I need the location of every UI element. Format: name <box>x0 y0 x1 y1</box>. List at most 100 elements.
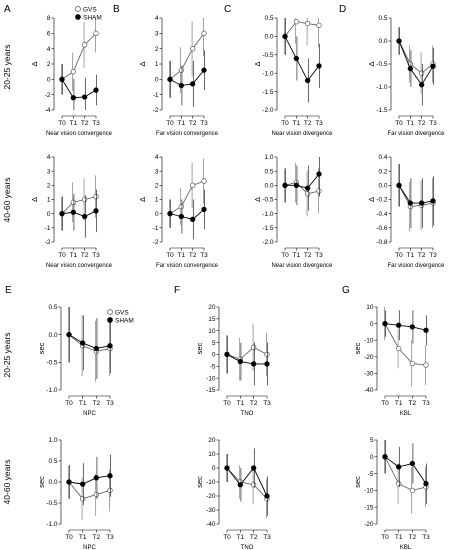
data-point <box>409 460 415 467</box>
y-tick-label: 0.2 <box>378 168 387 175</box>
data-point <box>178 82 184 89</box>
x-tick-label: T3 <box>92 252 100 259</box>
y-tick-label: 4 <box>47 46 51 53</box>
y-tick-label: -30 <box>206 507 216 514</box>
series-line <box>226 354 267 365</box>
data-point <box>224 351 230 358</box>
series-gvs <box>282 18 322 55</box>
y-tick-label: 0 <box>155 77 159 84</box>
data-point <box>396 38 402 44</box>
panel-letter: B <box>113 4 120 15</box>
y-tick-label: 0 <box>212 352 216 359</box>
data-point <box>201 30 207 36</box>
y-tick-label: 3 <box>47 168 51 175</box>
data-point <box>419 82 425 88</box>
row-label-2: 40-60 years <box>2 178 12 223</box>
y-tick-label: -2 <box>45 92 51 99</box>
x-tick-label: T3 <box>263 400 271 407</box>
y-tick-label: 0.5 <box>48 458 57 465</box>
x-tick-label: T3 <box>200 252 208 259</box>
data-point <box>423 327 429 333</box>
data-point <box>93 87 99 93</box>
data-point <box>305 191 311 197</box>
series-line <box>68 475 111 485</box>
y-tick-label: -5 <box>210 363 216 370</box>
x-tick-label: T0 <box>281 120 289 127</box>
y-tick-label: -1.5 <box>262 89 274 96</box>
x-tick-label: T1 <box>237 534 245 541</box>
data-point <box>80 481 86 487</box>
data-point <box>423 481 429 487</box>
data-point <box>190 46 196 52</box>
data-point <box>293 55 299 62</box>
series-line <box>398 40 434 86</box>
y-tick-label: -1 <box>45 225 51 232</box>
x-tick-label: T3 <box>92 120 100 127</box>
y-tick-label: 20 <box>208 437 216 444</box>
x-axis-title: Near vision divergence <box>271 131 333 137</box>
y-axis-title: Δ <box>253 61 262 66</box>
series-line <box>284 182 320 195</box>
series-sham <box>282 157 322 211</box>
y-tick-label: -2 <box>153 239 159 246</box>
y-tick-label: 1.0 <box>48 437 57 444</box>
y-axis-title: sec <box>37 342 46 354</box>
y-tick-label: -2.0 <box>262 107 274 114</box>
y-tick-label: -20 <box>364 521 374 528</box>
y-tick-label: -2 <box>153 107 159 114</box>
series-gvs <box>282 162 322 217</box>
x-tick-label: T2 <box>81 120 89 127</box>
series-sham <box>224 448 270 516</box>
y-axis-title: sec <box>353 476 362 488</box>
x-tick-label: T3 <box>422 400 430 407</box>
y-tick-label: -0.4 <box>376 211 388 218</box>
y-tick-label: -10 <box>364 337 374 344</box>
y-tick-label: -0.5 <box>46 500 58 507</box>
series-line <box>61 196 97 214</box>
y-tick-label: 4 <box>155 15 159 22</box>
legend-label-sham: SHAM <box>115 317 134 324</box>
series-sham <box>224 335 270 386</box>
x-tick-label: T2 <box>250 534 258 541</box>
y-tick-label: 5 <box>212 340 216 347</box>
y-tick-label: -2 <box>45 239 51 246</box>
data-point <box>264 493 270 499</box>
y-tick-label: -0.5 <box>262 52 274 59</box>
legend-marker-sham <box>75 14 81 20</box>
data-point <box>382 454 388 460</box>
series-line <box>284 36 320 82</box>
series-sham <box>382 440 429 504</box>
y-tick-label: 2 <box>47 183 51 190</box>
x-tick-label: T0 <box>223 400 231 407</box>
y-tick-label: 2 <box>155 46 159 53</box>
data-point <box>93 345 99 352</box>
y-axis-title: sec <box>353 342 362 354</box>
y-tick-label: -4 <box>45 107 51 114</box>
data-point <box>409 360 415 367</box>
data-point <box>70 95 76 101</box>
data-point <box>251 344 257 350</box>
x-tick-label: T2 <box>418 120 426 127</box>
y-tick-label: -10 <box>364 488 374 495</box>
x-tick-label: T2 <box>409 534 417 541</box>
data-point <box>190 81 196 87</box>
x-tick-label: T2 <box>409 400 417 407</box>
x-tick-label: T0 <box>166 120 174 127</box>
y-tick-label: -2.0 <box>262 239 274 246</box>
data-point <box>305 20 311 27</box>
x-axis-title: KBL <box>400 545 412 550</box>
x-tick-label: T0 <box>223 534 231 541</box>
series-gvs <box>382 307 429 387</box>
series-line <box>398 40 434 74</box>
series-line <box>384 323 427 331</box>
data-point <box>396 481 402 487</box>
x-axis-title: Near vision divergence <box>271 263 333 269</box>
x-axis-title: KBL <box>400 411 412 417</box>
data-point <box>201 206 207 213</box>
panel-10: F -15 -10 -5 0 5 10 15 20 sec T0 T1 T2 T3 TNO <box>174 285 271 417</box>
y-tick-label: 0.0 <box>264 183 273 190</box>
y-tick-label: 0 <box>370 454 374 461</box>
y-tick-label: -0.2 <box>376 197 388 204</box>
x-tick-label: T2 <box>304 120 312 127</box>
